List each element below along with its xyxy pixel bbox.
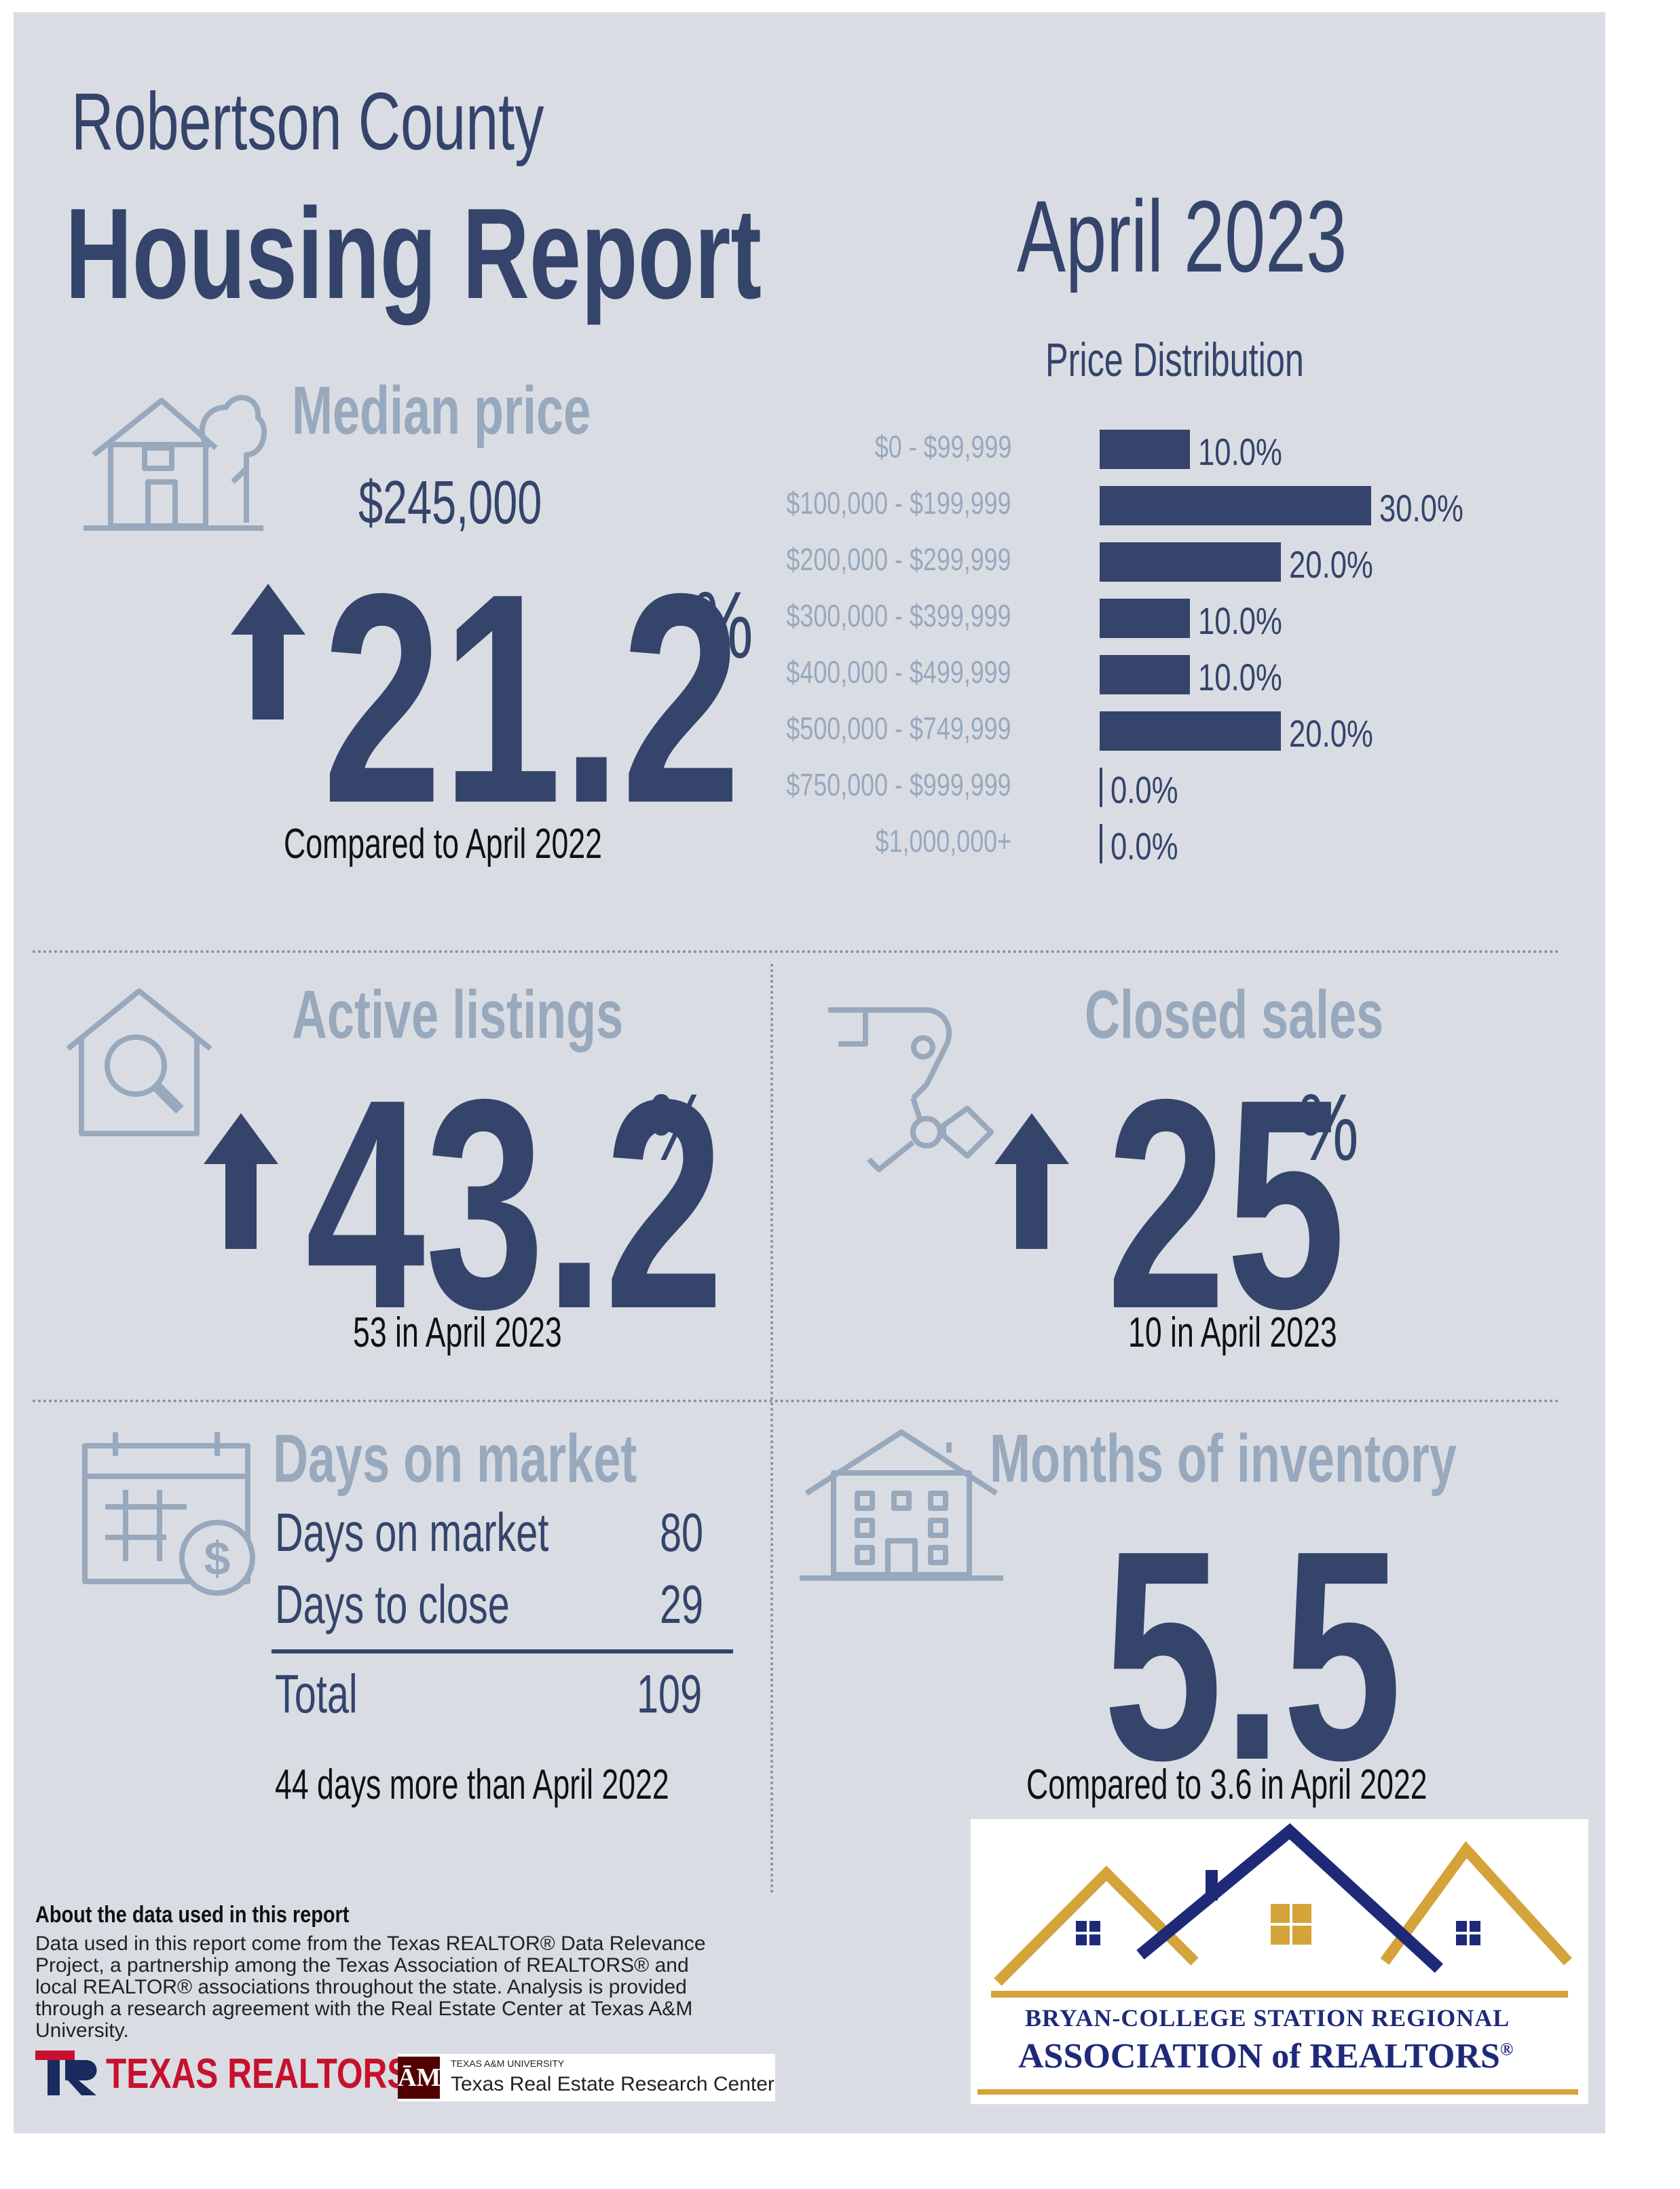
up-arrow-icon (994, 1113, 1069, 1249)
price-row-label: $400,000 - $499,999 (786, 654, 1011, 690)
median-price-caption: Compared to April 2022 (284, 821, 603, 867)
association-line2: ASSOCIATION of REALTORS® (1018, 2037, 1514, 2076)
price-row-bar (1100, 711, 1281, 751)
about-title: About the data used in this report (35, 1902, 350, 1928)
house-tree-icon (83, 394, 267, 531)
price-row: $1,000,000+ 0.0% (801, 819, 1582, 867)
price-row-bar (1100, 542, 1281, 582)
tamu-logo: ĀM TEXAS A&M UNIVERSITY Texas Real Estat… (398, 2054, 775, 2101)
price-row-label: $300,000 - $399,999 (786, 598, 1011, 633)
price-row-label: $1,000,000+ (875, 823, 1011, 859)
price-row-value: 10.0% (1198, 599, 1282, 642)
days-on-market-title: Days on market (273, 1421, 637, 1497)
association-line1: BRYAN-COLLEGE STATION REGIONAL (1025, 2004, 1510, 2032)
price-row-label: $500,000 - $749,999 (786, 711, 1011, 746)
median-price-value: $245,000 (358, 469, 542, 537)
days-on-market-caption: 44 days more than April 2022 (275, 1761, 669, 1808)
dom-total-label: Total (275, 1664, 358, 1724)
tamu-center-label: Texas Real Estate Research Center (451, 2073, 774, 2095)
building-icon (800, 1429, 1003, 1581)
price-row-label: $750,000 - $999,999 (786, 767, 1011, 802)
price-row-value: 20.0% (1289, 712, 1373, 755)
price-row-bar (1100, 655, 1190, 694)
price-row-value: 0.0% (1110, 768, 1178, 811)
bcs-realtors-logo: BRYAN-COLLEGE STATION REGIONAL ASSOCIATI… (971, 1819, 1588, 2104)
county-name: Robertson County (71, 76, 544, 167)
houses-roof-icon (991, 1823, 1572, 1998)
price-row-label: $200,000 - $299,999 (786, 542, 1011, 577)
calendar-dollar-icon: $ (82, 1432, 255, 1596)
registered-mark: ® (1499, 2039, 1514, 2059)
price-row: $0 - $99,999 10.0% (801, 424, 1582, 473)
dom-total-value: 109 (637, 1664, 703, 1724)
price-row: $750,000 - $999,999 0.0% (787, 762, 1582, 811)
texas-realtors-text: TEXAS REALTORS (106, 2051, 410, 2097)
report-sheet (14, 12, 1605, 2133)
association-underline (977, 2089, 1578, 2095)
about-text: Data used in this report come from the T… (35, 1932, 706, 2042)
months-inventory-value: 5.5 (1103, 1489, 1402, 1822)
price-row-value: 30.0% (1379, 487, 1463, 529)
closed-sales-title: Closed sales (1085, 977, 1384, 1053)
price-row: $500,000 - $749,999 20.0% (787, 706, 1582, 755)
texas-realtors-mark-icon (35, 2050, 97, 2095)
price-row-bar (1100, 768, 1102, 807)
price-row-value: 0.0% (1110, 825, 1178, 867)
price-row-value: 10.0% (1198, 430, 1282, 473)
closed-sales-caption: 10 in April 2023 (1128, 1309, 1337, 1356)
total-rule (272, 1649, 733, 1653)
house-search-icon (66, 988, 212, 1136)
median-price-change: 21.2 (322, 532, 741, 865)
dom-row-label: Days on market (275, 1502, 549, 1563)
days-to-close-value: 29 (660, 1574, 704, 1634)
up-arrow-icon (204, 1113, 278, 1249)
price-row-label: $100,000 - $199,999 (786, 485, 1011, 521)
price-row: $400,000 - $499,999 10.0% (787, 650, 1582, 698)
active-listings-caption: 53 in April 2023 (353, 1309, 562, 1356)
closed-sales-change: 25 (1106, 1038, 1346, 1371)
price-row-value: 10.0% (1198, 656, 1282, 698)
price-row: $200,000 - $299,999 20.0% (787, 537, 1582, 586)
active-listings-change: 43.2 (305, 1038, 724, 1371)
texas-realtors-logo: TEXAS REALTORS (35, 2050, 486, 2098)
closed-sales-change-unit: % (1298, 1074, 1359, 1180)
svg-text:$: $ (204, 1532, 231, 1585)
months-inventory-caption: Compared to 3.6 in April 2022 (1026, 1761, 1427, 1808)
price-row-label: $0 - $99,999 (874, 429, 1011, 464)
price-row-bar (1100, 430, 1190, 469)
report-period: April 2023 (1017, 179, 1347, 293)
median-price-title: Median price (292, 373, 591, 449)
price-row-value: 20.0% (1289, 543, 1373, 586)
hand-key-icon (828, 1007, 994, 1172)
divider-top (33, 950, 1560, 953)
price-row-bar (1100, 486, 1371, 525)
days-to-close-label: Days to close (275, 1574, 510, 1634)
active-listings-change-unit: % (648, 1074, 709, 1180)
price-distribution-title: Price Distribution (1045, 333, 1304, 386)
divider-middle (33, 1400, 1560, 1402)
dom-row-value: 80 (660, 1502, 704, 1563)
median-price-change-unit: % (692, 572, 753, 678)
report-title: Housing Report (65, 182, 762, 326)
divider-vertical (770, 964, 773, 1894)
price-row: $300,000 - $399,999 10.0% (787, 593, 1582, 642)
tamu-university-label: TEXAS A&M UNIVERSITY (451, 2058, 565, 2069)
tamu-mark-icon: ĀM (398, 2057, 441, 2099)
months-inventory-title: Months of inventory (990, 1421, 1457, 1497)
active-listings-title: Active listings (292, 977, 624, 1053)
price-row: $100,000 - $199,999 30.0% (787, 481, 1582, 529)
up-arrow-icon (231, 584, 305, 719)
price-row-bar (1100, 599, 1190, 638)
price-row-bar (1100, 824, 1102, 863)
